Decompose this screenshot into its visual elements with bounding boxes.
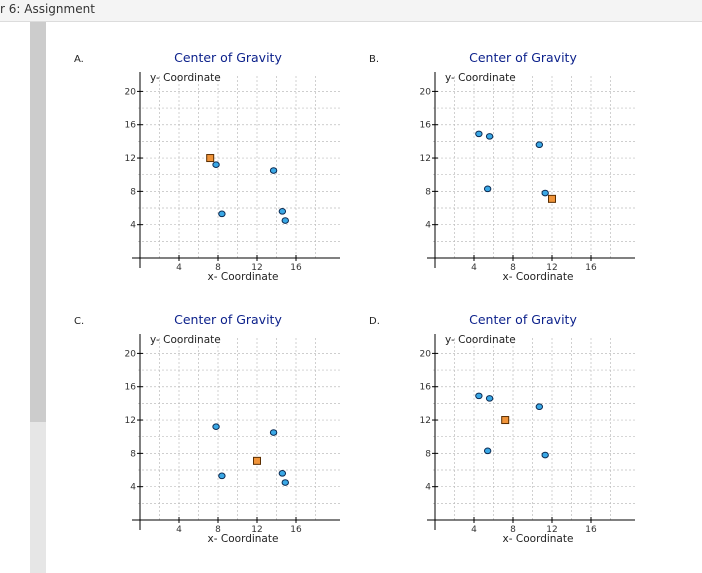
mass-point[interactable] [278,470,287,477]
mass-point[interactable] [269,167,278,174]
center-of-gravity-marker[interactable] [548,194,556,203]
x-tick-label: 16 [290,263,302,273]
x-tick-label: 8 [510,525,516,535]
x-tick-label: 12 [546,525,557,535]
y-tick-label: 8 [130,187,136,197]
assignment-header-bar: r 6: Assignment [0,0,702,22]
mass-point[interactable] [269,429,278,436]
mass-point[interactable] [218,472,226,480]
y-tick-label: 8 [425,449,431,459]
y-tick-label: 4 [130,483,136,493]
y-tick-label: 20 [125,349,137,359]
y-tick-label: 12 [420,154,431,164]
y-tick-label: 20 [420,349,432,359]
mass-point[interactable] [485,395,494,402]
mass-point[interactable] [483,447,492,455]
mass-point[interactable] [535,141,544,149]
center-of-gravity-marker[interactable] [206,154,215,163]
x-tick-label: 4 [471,263,477,273]
y-axis-label: y- Coordinate [445,334,516,346]
y-tick-label: 4 [425,221,431,231]
y-tick-label: 12 [420,416,431,426]
y-tick-label: 4 [130,221,136,231]
center-of-gravity-chart-d[interactable]: Center of Gravity 4 8 12 16 4 8 12 16 20 y- Coordi… [395,302,645,552]
x-tick-label: 4 [471,525,477,535]
x-tick-label: 8 [510,263,516,273]
assignment-title: r 6: Assignment [0,2,95,16]
y-tick-label: 16 [125,121,137,131]
x-axis-label: x- Coordinate [208,271,279,283]
x-tick-label: 12 [251,263,262,273]
chart-title: Center of Gravity [174,50,282,65]
mass-point[interactable] [475,130,483,138]
y-axis-label: y- Coordinate [445,72,516,84]
y-tick-label: 16 [125,383,137,393]
option-a-label: A. [74,54,84,65]
mass-point[interactable] [278,208,287,215]
y-axis-label: y- Coordinate [150,334,221,346]
option-d-label: D. [369,316,380,327]
mass-point[interactable] [485,133,494,140]
mass-point[interactable] [218,210,226,218]
chart-title: Center of Gravity [174,312,282,327]
mass-point[interactable] [212,423,220,431]
y-tick-label: 4 [425,483,431,493]
option-c-label: C. [74,316,85,327]
center-of-gravity-marker[interactable] [253,456,261,465]
scrollbar-thumb[interactable] [30,22,46,422]
x-tick-label: 12 [546,263,557,273]
center-of-gravity-chart-b[interactable]: Center of Gravity 4 8 12 16 4 8 12 16 20 y- Coordi… [395,40,645,290]
x-tick-label: 4 [176,263,182,273]
x-axis-label: x- Coordinate [503,271,574,283]
y-tick-label: 20 [420,87,432,97]
x-axis-label: x- Coordinate [503,533,574,545]
x-tick-label: 16 [585,525,597,535]
mass-point[interactable] [475,392,483,400]
option-b-label: B. [369,54,380,65]
y-tick-label: 8 [130,449,136,459]
x-tick-label: 4 [176,525,182,535]
x-tick-label: 12 [251,525,262,535]
center-of-gravity-marker[interactable] [501,416,510,425]
y-tick-label: 20 [125,87,137,97]
y-tick-label: 16 [420,121,432,131]
x-tick-label: 16 [585,263,597,273]
mass-point[interactable] [281,479,289,486]
center-of-gravity-chart-a[interactable]: Center of Gravity 4 8 12 16 4 8 12 16 20 y- Coordi… [100,40,350,290]
center-of-gravity-chart-c[interactable]: Center of Gravity 4 8 12 16 4 8 12 16 20 y- Coordi… [100,302,350,552]
mass-point[interactable] [281,217,289,224]
x-tick-label: 16 [290,525,302,535]
y-tick-label: 12 [125,154,136,164]
chart-title: Center of Gravity [469,50,577,65]
mass-point[interactable] [483,185,492,193]
mass-point[interactable] [535,403,544,411]
mass-point[interactable] [212,161,220,169]
y-tick-label: 12 [125,416,136,426]
y-tick-label: 8 [425,187,431,197]
mass-point[interactable] [541,189,549,197]
x-tick-label: 8 [215,263,221,273]
x-tick-label: 8 [215,525,221,535]
y-axis-label: y- Coordinate [150,72,221,84]
y-tick-label: 16 [420,383,432,393]
mass-point[interactable] [541,451,549,459]
chart-title: Center of Gravity [469,312,577,327]
x-axis-label: x- Coordinate [208,533,279,545]
